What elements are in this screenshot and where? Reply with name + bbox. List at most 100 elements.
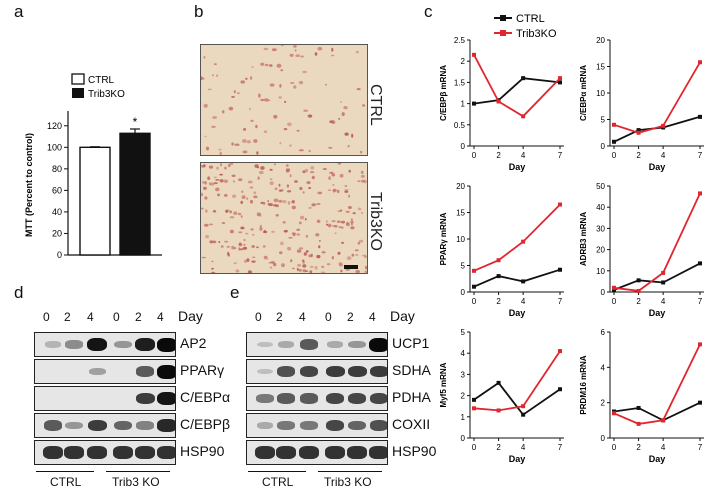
ko-micrograph-label: Trib3KO: [367, 192, 384, 251]
protein-label: COXII: [392, 416, 431, 432]
legend-ko-marker: [500, 30, 506, 36]
c-ytick-label: 4: [601, 363, 606, 372]
c-ylabel: PRDM16 mRNA: [579, 355, 588, 414]
panel-a-label: a: [14, 2, 24, 21]
lane-day-label: 4: [87, 310, 94, 324]
c-xtick-label: 0: [612, 297, 617, 306]
group-bracket: [106, 471, 170, 472]
lane-day-label: 2: [276, 310, 283, 324]
c-point-ctrl: [521, 412, 526, 417]
c-series-ctrl: [473, 381, 561, 416]
c-point-ctrl: [698, 261, 702, 266]
c-ytick-label: 5: [461, 328, 466, 337]
blot-band: [157, 419, 175, 432]
c-xlabel: Day: [649, 308, 666, 318]
blot-band: [65, 421, 83, 430]
c-xtick-label: 7: [698, 297, 703, 306]
blot-band: [256, 341, 274, 348]
blot-band: [256, 393, 274, 404]
lane-day-label: 0: [43, 310, 50, 324]
blot-band: [135, 446, 155, 459]
blot-band: [325, 365, 345, 378]
blot-band: [369, 337, 387, 352]
blot-band: [87, 337, 107, 352]
blot-band: [64, 446, 84, 459]
ctrl-cell-image: [201, 45, 367, 155]
a-ytick-label: 0: [57, 250, 62, 260]
blot-band: [347, 446, 367, 459]
legend-ko-swatch: [72, 88, 84, 98]
c-point-ko: [636, 130, 641, 135]
group-label-ko: Trib3 KO: [324, 475, 372, 489]
protein-label: C/EBPα: [180, 389, 231, 405]
ko-micrograph: [200, 162, 368, 274]
blot-band: [88, 367, 106, 376]
c-xlabel: Day: [509, 308, 526, 318]
group-label-ctrl: CTRL: [50, 475, 82, 489]
c-ytick-label: 0: [601, 288, 606, 297]
c-xtick-label: 2: [636, 151, 641, 160]
scale-bar: [344, 265, 358, 269]
blot-band: [114, 340, 132, 349]
a-ytick-label: 60: [52, 185, 62, 195]
c-point-ko: [521, 114, 526, 119]
blot-band: [369, 420, 387, 431]
lane-day-label: 4: [369, 310, 376, 324]
lane-day-label: 0: [255, 310, 262, 324]
blot-band: [44, 341, 62, 348]
c-ytick-label: 0: [601, 142, 606, 151]
c-series-ko: [473, 350, 561, 412]
c-point-ko: [698, 342, 702, 347]
c-point-ko: [636, 288, 641, 293]
c-chart-5: 0 1 2 3 4 5 0 2 4 7 Day Myf5 mRNA: [439, 328, 564, 464]
c-ytick-label: 20: [456, 182, 465, 191]
c-xtick-label: 4: [521, 297, 526, 306]
blot-band: [276, 366, 296, 377]
c-xtick-label: 7: [698, 443, 703, 452]
blot-band: [135, 366, 155, 377]
c-point-ko: [612, 285, 616, 290]
c-ytick-label: 3: [461, 370, 466, 379]
c-ylabel: C/EBPβ mRNA: [439, 65, 448, 121]
a-bar-ctrl: [79, 146, 111, 256]
protein-label: UCP1: [392, 335, 430, 351]
c-point-ctrl: [698, 400, 702, 405]
blot-band: [136, 421, 154, 430]
c-xtick-label: 7: [558, 443, 563, 452]
blot-band: [299, 393, 319, 404]
protein-label: HSP90: [180, 443, 225, 459]
blot-row-cebp: [34, 386, 176, 411]
blot-band: [276, 446, 296, 459]
c-ytick-label: 0: [461, 288, 466, 297]
c-point-ctrl: [558, 387, 562, 392]
c-point-ctrl: [558, 80, 562, 85]
blot-band: [256, 422, 274, 429]
c-ytick-label: 1: [461, 413, 466, 422]
c-ytick-label: 15: [596, 63, 605, 72]
c-ytick-label: 0: [461, 142, 466, 151]
protein-label: SDHA: [392, 362, 431, 378]
panel-c-label: c: [424, 2, 433, 21]
c-ytick-label: 50: [596, 182, 605, 191]
c-point-ctrl: [496, 380, 501, 385]
a-ytick-label: 80: [52, 164, 62, 174]
c-ytick-label: 20: [596, 246, 605, 255]
day-axis-label: Day: [178, 308, 203, 324]
c-point-ko: [698, 191, 702, 196]
blot-band: [325, 392, 345, 405]
c-ylabel: C/EBPα mRNA: [579, 65, 588, 121]
a-significance-star: *: [133, 115, 138, 129]
blot-row-hsp90: [246, 440, 388, 465]
c-ytick-label: 5: [461, 262, 466, 271]
c-series-ctrl: [473, 268, 561, 288]
legend-ctrl-marker: [500, 15, 506, 21]
c-chart-6: 0 2 4 6 0 2 4 7 Day PRDM16 mRNA: [579, 328, 704, 464]
blot-band: [87, 419, 107, 432]
blot-band: [347, 392, 367, 405]
panel-e-label: e: [230, 283, 240, 302]
lane-day-label: 4: [299, 310, 306, 324]
c-ytick-label: 1: [461, 100, 466, 109]
group-label-ctrl: CTRL: [262, 475, 294, 489]
a-ytick-label: 100: [47, 142, 62, 152]
blot-band: [157, 391, 175, 406]
